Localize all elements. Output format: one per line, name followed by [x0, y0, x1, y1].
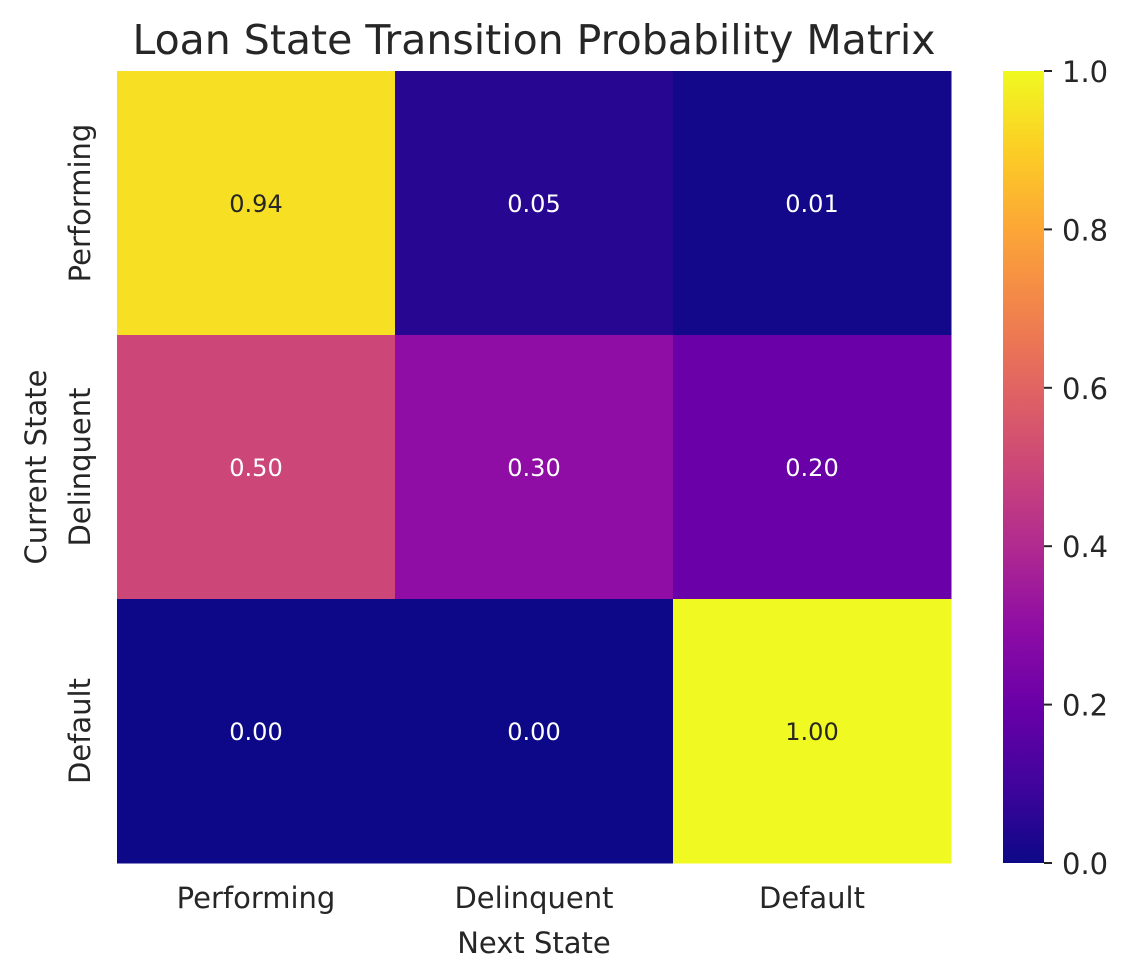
- cell-value-label: 0.30: [507, 454, 560, 482]
- heatmap-cell: [117, 335, 396, 600]
- x-tick-label: Delinquent: [454, 881, 613, 915]
- heatmap-cell-labels: 0.94 0.05 0.01 0.50 0.30 0.20 0.00 0.00 1.00: [229, 190, 838, 746]
- x-tick-label: Default: [759, 881, 865, 915]
- cell-value-label: 0.00: [507, 718, 560, 746]
- colorbar: [1003, 71, 1044, 863]
- y-axis-label: Current State: [19, 370, 53, 565]
- heatmap-cell: [117, 71, 396, 336]
- cell-value-label: 0.00: [229, 718, 282, 746]
- heatmap-cell: [395, 71, 674, 336]
- cell-value-label: 0.94: [229, 190, 282, 218]
- heatmap-cell: [117, 599, 396, 864]
- heatmap-cell: [673, 599, 952, 864]
- heatmap-cell: [673, 71, 952, 336]
- colorbar-tick-label: 0.6: [1062, 372, 1108, 406]
- colorbar-tick-label: 0.8: [1062, 213, 1108, 247]
- y-tick-label: Performing: [63, 124, 97, 283]
- colorbar-tick-label: 1.0: [1062, 55, 1108, 89]
- cell-value-label: 0.50: [229, 454, 282, 482]
- cell-value-label: 0.01: [785, 190, 838, 218]
- y-tick-label: Delinquent: [63, 387, 97, 546]
- cell-value-label: 0.05: [507, 190, 560, 218]
- heatmap-cells: [117, 71, 952, 864]
- y-tick-labels: Performing Delinquent Default: [63, 124, 97, 784]
- chart-title: Loan State Transition Probability Matrix: [132, 16, 935, 64]
- y-tick-label: Default: [63, 678, 97, 784]
- heatmap-cell: [395, 335, 674, 600]
- cell-value-label: 1.00: [785, 718, 838, 746]
- colorbar-ticks: 0.0 0.2 0.4 0.6 0.8 1.0: [1044, 55, 1108, 881]
- colorbar-tick-label: 0.4: [1062, 530, 1108, 564]
- x-axis-label: Next State: [457, 926, 611, 960]
- cell-value-label: 0.20: [785, 454, 838, 482]
- x-tick-labels: Performing Delinquent Default: [177, 881, 865, 915]
- colorbar-tick-label: 0.0: [1062, 847, 1108, 881]
- colorbar-tick-label: 0.2: [1062, 689, 1108, 723]
- heatmap-cell: [673, 335, 952, 600]
- x-tick-label: Performing: [177, 881, 336, 915]
- heatmap-cell: [395, 599, 674, 864]
